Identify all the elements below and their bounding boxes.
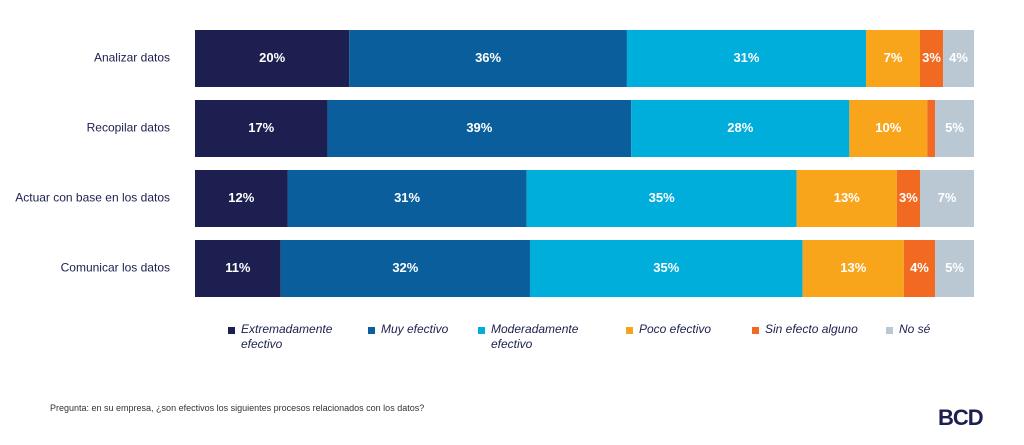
value-label: 4% <box>910 260 929 275</box>
bar-segment <box>927 100 936 157</box>
value-label: 20% <box>259 50 285 65</box>
value-label: 32% <box>392 260 418 275</box>
category-label: Actuar con base en los datos <box>15 191 170 205</box>
bar-segment <box>349 30 627 87</box>
value-label: 3% <box>899 190 918 205</box>
category-label: Comunicar los datos <box>61 261 170 275</box>
legend-swatch <box>886 327 893 334</box>
value-label: 12% <box>228 190 254 205</box>
value-label: 31% <box>733 50 759 65</box>
bar-segment <box>920 30 944 87</box>
bar-segment <box>529 240 803 297</box>
bar-segment <box>896 170 921 227</box>
legend-item: Extremadamente efectivo <box>228 322 336 352</box>
bar-segment <box>866 30 921 87</box>
legend-item: No sé <box>886 322 994 337</box>
legend-label: No sé <box>899 322 931 336</box>
value-label: 4% <box>949 50 968 65</box>
bar-segment <box>849 100 928 157</box>
legend-swatch <box>752 327 759 334</box>
bar-segment <box>903 240 936 297</box>
value-label: 5% <box>945 120 964 135</box>
value-label: 39% <box>466 120 492 135</box>
value-label: 35% <box>649 190 675 205</box>
legend-label: Sin efecto alguno <box>765 322 858 336</box>
legend-swatch <box>626 327 633 334</box>
legend-label: Muy efectivo <box>381 322 449 336</box>
value-label: 7% <box>884 50 903 65</box>
value-label: 5% <box>945 260 964 275</box>
bar-segment <box>287 170 527 227</box>
value-label: 13% <box>840 260 866 275</box>
value-label: 7% <box>938 190 957 205</box>
legend-label: Extremadamente efectivo <box>241 322 333 351</box>
bar-segment <box>631 100 850 157</box>
bar-segment <box>195 240 281 297</box>
legend-label: Poco efectivo <box>639 322 712 336</box>
bar-segment <box>935 240 974 297</box>
legend-swatch <box>228 327 235 334</box>
value-label: 11% <box>225 260 251 275</box>
bar-segment <box>526 170 797 227</box>
bar-segment <box>796 170 897 227</box>
bar-segment <box>935 100 974 157</box>
bar-segment <box>195 100 328 157</box>
value-label: 17% <box>248 120 274 135</box>
legend-label: Moderadamente efectivo <box>491 322 579 351</box>
value-label: 31% <box>394 190 420 205</box>
legend-swatch <box>368 327 375 334</box>
bar-segment <box>195 30 350 87</box>
category-label: Recopilar datos <box>87 121 170 135</box>
value-label: 10% <box>875 120 901 135</box>
bar-segment <box>280 240 530 297</box>
bar-segment <box>327 100 632 157</box>
bar-segment <box>943 30 974 87</box>
legend-swatch <box>478 327 485 334</box>
category-label: Analizar datos <box>94 51 170 65</box>
bar-segment <box>195 170 288 227</box>
value-label: 3% <box>922 50 941 65</box>
logo: BCD <box>938 405 984 430</box>
value-label: 13% <box>834 190 860 205</box>
bar-segment <box>802 240 904 297</box>
value-label: 28% <box>727 120 753 135</box>
value-label: 35% <box>653 260 679 275</box>
bar-segment <box>626 30 867 87</box>
legend-item: Poco efectivo <box>626 322 734 337</box>
legend-item: Sin efecto alguno <box>752 322 860 337</box>
value-label: 36% <box>475 50 501 65</box>
legend-item: Moderadamente efectivo <box>478 322 586 352</box>
legend-item: Muy efectivo <box>368 322 476 337</box>
bar-segment <box>920 170 974 227</box>
footnote: Pregunta: en su empresa, ¿son efectivos … <box>50 403 425 413</box>
